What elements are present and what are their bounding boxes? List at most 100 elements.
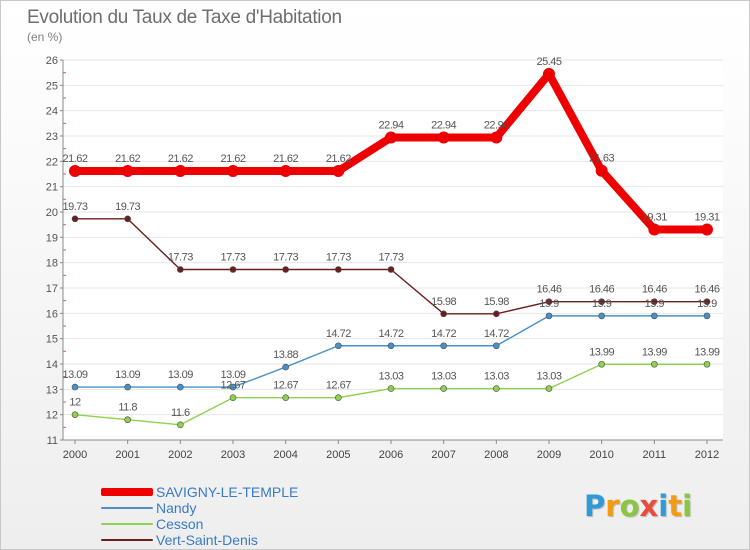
data-label: 21.62 bbox=[115, 153, 140, 165]
data-label: 11.6 bbox=[171, 407, 190, 419]
data-label: 14.72 bbox=[326, 328, 351, 340]
y-tick-label: 17 bbox=[46, 283, 58, 295]
data-point bbox=[174, 164, 187, 177]
data-point bbox=[440, 385, 447, 392]
data-label: 15.9 bbox=[539, 298, 559, 310]
data-point bbox=[177, 421, 184, 429]
logo-letter: x bbox=[639, 489, 659, 523]
data-label: 13.88 bbox=[273, 349, 298, 361]
plot-area bbox=[63, 60, 723, 440]
data-point bbox=[545, 312, 553, 320]
legend-item: Vert-Saint-Denis bbox=[101, 532, 298, 548]
legend-swatch bbox=[101, 539, 153, 541]
data-point bbox=[543, 67, 555, 80]
x-tick-label: 2012 bbox=[695, 449, 719, 461]
x-tick-label: 2003 bbox=[221, 449, 245, 461]
legend-label: Vert-Saint-Denis bbox=[156, 532, 258, 548]
data-label: 17.73 bbox=[326, 252, 351, 264]
data-label: 19.73 bbox=[115, 201, 140, 213]
data-label: 17.73 bbox=[168, 252, 193, 264]
data-label: 15.9 bbox=[697, 298, 717, 310]
data-point bbox=[229, 266, 237, 273]
data-label: 21.62 bbox=[273, 153, 298, 165]
x-tick-label: 2009 bbox=[537, 449, 561, 461]
y-tick-label: 12 bbox=[46, 410, 58, 422]
y-tick-label: 14 bbox=[46, 359, 58, 371]
data-point bbox=[595, 164, 608, 177]
logo-letter: t bbox=[668, 489, 683, 523]
data-point bbox=[335, 266, 342, 273]
y-tick-label: 19 bbox=[46, 232, 58, 244]
legend-swatch bbox=[101, 523, 153, 525]
y-tick-label: 24 bbox=[46, 106, 58, 118]
data-point bbox=[598, 312, 605, 320]
data-label: 12.67 bbox=[220, 380, 245, 392]
proxiti-logo: Proxiti bbox=[584, 489, 692, 523]
data-point bbox=[651, 312, 658, 320]
data-point bbox=[493, 342, 500, 350]
data-point bbox=[124, 416, 131, 424]
data-label: 16.46 bbox=[694, 284, 719, 296]
logo-letter: i bbox=[658, 489, 669, 523]
data-point bbox=[121, 164, 134, 177]
data-point bbox=[71, 215, 79, 223]
data-label: 15.98 bbox=[484, 296, 509, 308]
x-tick-label: 2007 bbox=[431, 449, 455, 461]
data-point bbox=[545, 298, 553, 305]
data-label: 21.62 bbox=[62, 153, 87, 165]
data-label: 13.09 bbox=[62, 369, 87, 381]
data-point bbox=[332, 164, 345, 177]
data-point bbox=[545, 385, 553, 392]
data-point bbox=[177, 266, 184, 273]
data-label: 15.9 bbox=[645, 298, 665, 310]
x-tick-label: 2005 bbox=[326, 449, 350, 461]
data-label: 19.31 bbox=[694, 211, 719, 223]
data-point bbox=[437, 131, 450, 144]
data-label: 15.98 bbox=[431, 296, 456, 308]
data-point bbox=[282, 363, 289, 371]
data-point bbox=[598, 298, 605, 305]
data-point bbox=[387, 385, 395, 392]
data-label: 16.46 bbox=[589, 284, 614, 296]
legend-swatch bbox=[101, 488, 153, 496]
logo-letter: i bbox=[682, 489, 693, 523]
legend-label: SAVIGNY-LE-TEMPLE bbox=[156, 484, 299, 500]
chart-title: Evolution du Taux de Taxe d'Habitation bbox=[27, 7, 342, 28]
data-label: 21.63 bbox=[589, 153, 614, 165]
data-point bbox=[71, 411, 79, 418]
data-point bbox=[282, 266, 289, 273]
data-label: 19.31 bbox=[642, 211, 667, 223]
logo-letter: P bbox=[584, 489, 606, 523]
data-point bbox=[124, 383, 131, 391]
data-label: 14.72 bbox=[431, 328, 456, 340]
data-point bbox=[385, 131, 397, 144]
logo-letter: r bbox=[605, 489, 620, 523]
x-tick-label: 2008 bbox=[484, 449, 508, 461]
data-point bbox=[703, 312, 711, 320]
data-point bbox=[69, 164, 81, 177]
data-point bbox=[703, 298, 711, 305]
data-point bbox=[651, 298, 658, 305]
data-point bbox=[701, 223, 713, 236]
data-point bbox=[598, 360, 605, 368]
y-tick-label: 21 bbox=[46, 182, 58, 194]
data-point bbox=[387, 266, 395, 273]
chart-legend: SAVIGNY-LE-TEMPLE Nandy Cesson Vert-Saint-D… bbox=[101, 484, 298, 548]
x-tick-label: 2001 bbox=[115, 449, 139, 461]
legend-label: Nandy bbox=[156, 500, 197, 516]
data-label: 13.03 bbox=[536, 371, 561, 383]
data-label: 15.9 bbox=[592, 298, 612, 310]
data-label: 13.09 bbox=[220, 369, 245, 381]
x-tick-label: 2004 bbox=[273, 449, 297, 461]
y-tick-label: 15 bbox=[46, 334, 58, 346]
x-tick-label: 2006 bbox=[379, 449, 403, 461]
data-point bbox=[335, 394, 342, 401]
data-label: 22.94 bbox=[484, 120, 509, 132]
data-label: 14.72 bbox=[484, 328, 509, 340]
data-label: 12.67 bbox=[273, 380, 298, 392]
legend-label: Cesson bbox=[156, 516, 204, 532]
data-label: 16.46 bbox=[536, 284, 561, 296]
data-label: 13.03 bbox=[484, 371, 509, 383]
